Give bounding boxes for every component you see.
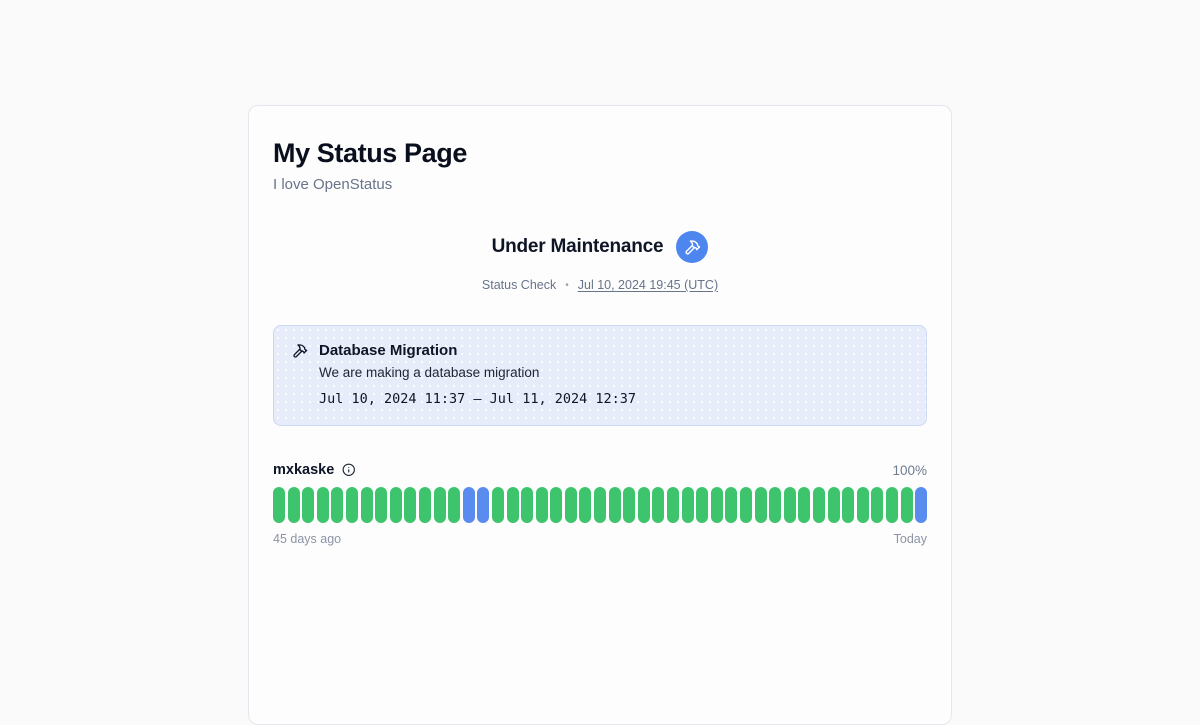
- tracker-bar-operational[interactable]: [769, 487, 782, 523]
- tracker-bar-maintenance[interactable]: [477, 487, 490, 523]
- status-page-card: My Status Page I love OpenStatus Under M…: [248, 105, 952, 725]
- tracker-bar-operational[interactable]: [506, 487, 519, 523]
- status-timestamp-link[interactable]: Jul 10, 2024 19:45 (UTC): [577, 278, 719, 292]
- status-section: Under Maintenance Status Check • Jul 10,…: [273, 231, 927, 292]
- tracker-bar-operational[interactable]: [681, 487, 694, 523]
- hammer-icon: [684, 239, 701, 256]
- monitor-section: mxkaske 100% 45 days ago Today: [273, 462, 928, 546]
- tracker-bar-operational[interactable]: [418, 487, 431, 523]
- uptime-tracker-bars: [273, 487, 928, 523]
- tracker-bar-operational[interactable]: [725, 487, 738, 523]
- tracker-bar-operational[interactable]: [900, 487, 913, 523]
- monitor-name: mxkaske: [273, 462, 335, 478]
- tracker-bar-operational[interactable]: [856, 487, 869, 523]
- tracker-bar-operational[interactable]: [637, 487, 650, 523]
- tracker-bar-operational[interactable]: [404, 487, 417, 523]
- tracker-bar-operational[interactable]: [652, 487, 665, 523]
- tracker-bar-operational[interactable]: [754, 487, 767, 523]
- uptime-percentage: 100%: [892, 462, 927, 478]
- page-description: I love OpenStatus: [273, 176, 393, 193]
- tracker-bar-operational[interactable]: [535, 487, 548, 523]
- tracker-bar-maintenance[interactable]: [915, 487, 928, 523]
- maintenance-title: Database Migration: [319, 342, 458, 359]
- tracker-bar-operational[interactable]: [740, 487, 752, 523]
- tracker-bar-operational[interactable]: [564, 487, 577, 523]
- tracker-bar-operational[interactable]: [550, 487, 563, 523]
- maintenance-period: Jul 10, 2024 11:37 – Jul 11, 2024 12:37: [319, 391, 636, 407]
- tracker-bar-operational[interactable]: [798, 487, 811, 523]
- info-icon[interactable]: [342, 463, 356, 477]
- maintenance-status-badge: [676, 231, 709, 263]
- tracker-bar-operational[interactable]: [812, 487, 825, 523]
- tracker-bar-operational[interactable]: [696, 487, 709, 523]
- tracker-bar-operational[interactable]: [375, 487, 388, 523]
- tracker-bar-operational[interactable]: [783, 487, 796, 523]
- tracker-bar-operational[interactable]: [273, 487, 285, 523]
- tracker-bar-operational[interactable]: [345, 487, 358, 523]
- tracker-bar-operational[interactable]: [287, 487, 300, 523]
- status-heading: Under Maintenance: [491, 236, 664, 257]
- monitor-footer: 45 days ago Today: [273, 532, 927, 546]
- tracker-bar-operational[interactable]: [448, 487, 461, 523]
- maintenance-banner: Database Migration We are making a datab…: [273, 325, 927, 426]
- tracker-bar-operational[interactable]: [360, 487, 373, 523]
- status-check-label: Status Check: [481, 278, 557, 292]
- tracker-bar-operational[interactable]: [827, 487, 840, 523]
- tracker-bar-operational[interactable]: [389, 487, 402, 523]
- tracker-bar-operational[interactable]: [331, 487, 344, 523]
- tracker-bar-operational[interactable]: [871, 487, 884, 523]
- page-title: My Status Page: [273, 138, 467, 168]
- tracker-bar-maintenance[interactable]: [462, 487, 475, 523]
- maintenance-message: We are making a database migration: [319, 365, 540, 380]
- hammer-icon: [292, 343, 308, 359]
- tracker-bar-operational[interactable]: [623, 487, 636, 523]
- status-subline: Status Check • Jul 10, 2024 19:45 (UTC): [273, 278, 927, 292]
- monitor-header: mxkaske 100%: [273, 462, 927, 478]
- separator-dot: •: [565, 279, 569, 291]
- tracker-bar-operational[interactable]: [302, 487, 315, 523]
- tracker-bar-operational[interactable]: [667, 487, 680, 523]
- tracker-bar-operational[interactable]: [491, 487, 504, 523]
- tracker-bar-operational[interactable]: [710, 487, 723, 523]
- tracker-bar-operational[interactable]: [885, 487, 898, 523]
- tracker-bar-operational[interactable]: [842, 487, 855, 523]
- page-header: My Status Page I love OpenStatus: [273, 138, 927, 193]
- status-row: Under Maintenance: [273, 231, 927, 263]
- range-end-label: Today: [893, 532, 927, 546]
- tracker-bar-operational[interactable]: [608, 487, 621, 523]
- tracker-bar-operational[interactable]: [316, 487, 329, 523]
- maintenance-banner-header: Database Migration: [292, 342, 908, 359]
- monitor-name-row: mxkaske: [273, 462, 356, 478]
- tracker-bar-operational[interactable]: [433, 487, 446, 523]
- tracker-bar-operational[interactable]: [521, 487, 534, 523]
- tracker-bar-operational[interactable]: [594, 487, 607, 523]
- tracker-bar-operational[interactable]: [579, 487, 592, 523]
- range-start-label: 45 days ago: [273, 532, 342, 546]
